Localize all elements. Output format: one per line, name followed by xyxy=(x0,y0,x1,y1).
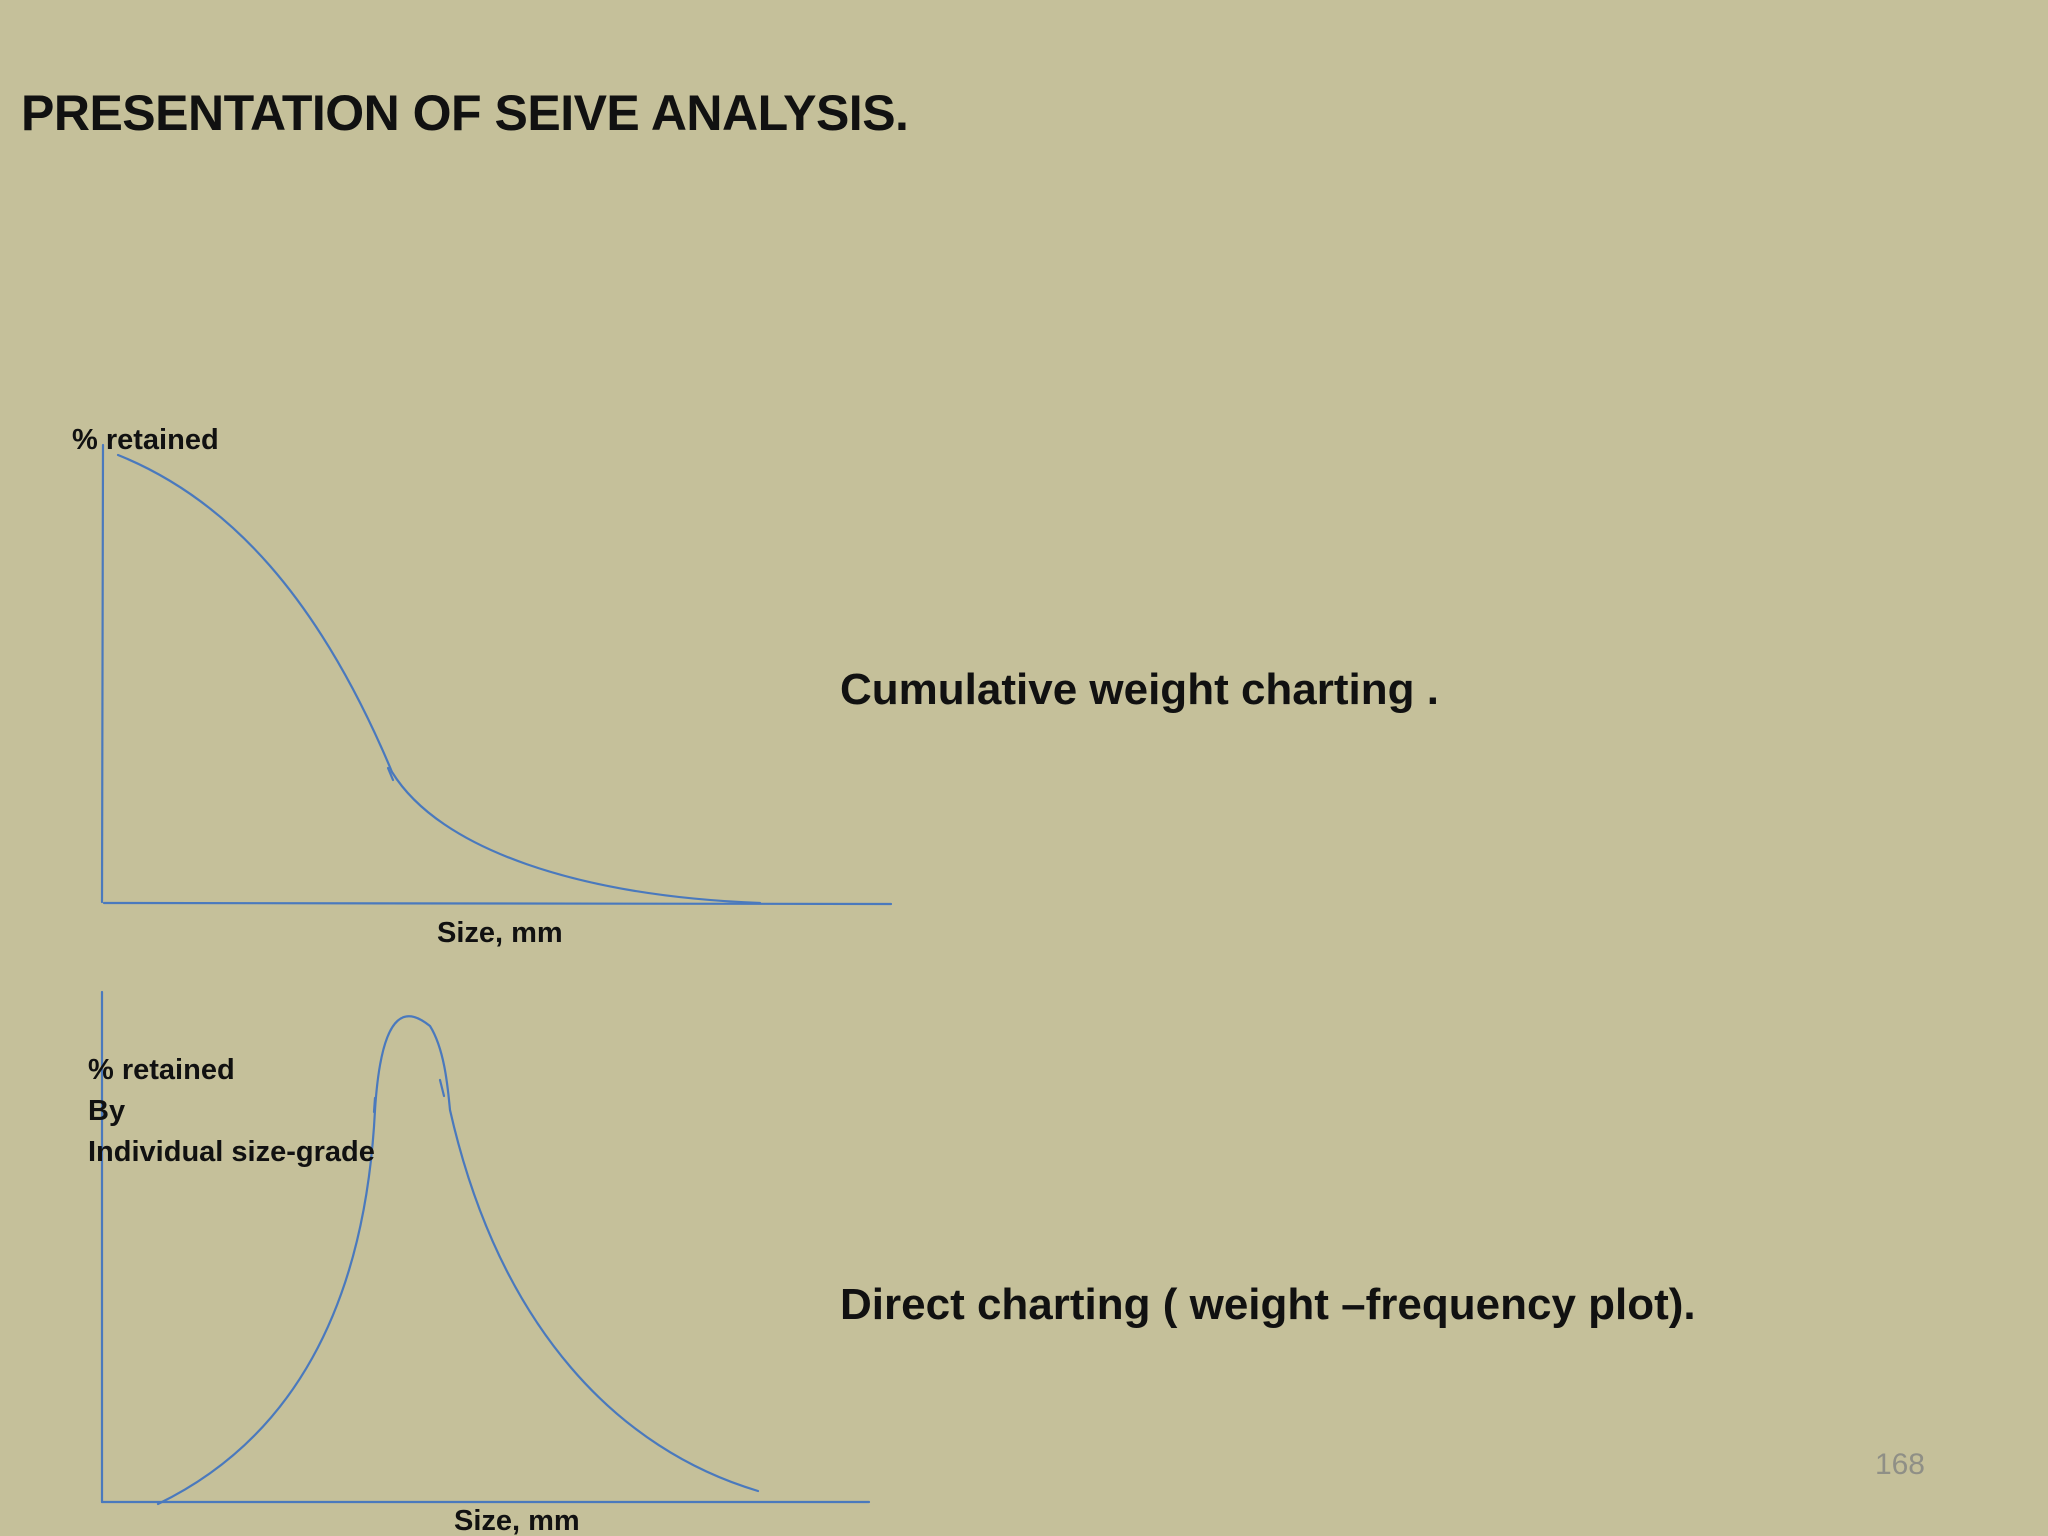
direct-x-axis-label: Size, mm xyxy=(454,1505,580,1536)
direct-caption: Direct charting ( weight –frequency plot… xyxy=(840,1280,1696,1329)
direct-diagram xyxy=(100,990,871,1506)
direct-curve-tick-left xyxy=(372,1096,377,1114)
direct-curve xyxy=(156,1015,760,1506)
cumulative-y-axis-label: % retained xyxy=(72,424,219,456)
direct-y-axis-label-line-2: By xyxy=(88,1095,126,1127)
cumulative-x-axis-label: Size, mm xyxy=(437,917,563,949)
cumulative-curve-tick xyxy=(386,766,395,782)
direct-y-axis-label-line-1: % retained xyxy=(88,1054,235,1086)
page-number: 168 xyxy=(1874,1448,1925,1481)
slide-title: PRESENTATION OF SEIVE ANALYSIS. xyxy=(21,85,909,141)
cumulative-caption: Cumulative weight charting . xyxy=(840,665,1439,714)
cumulative-y-axis xyxy=(100,443,105,904)
direct-y-axis-label-line-3: Individual size-grade xyxy=(88,1136,375,1168)
cumulative-curve xyxy=(116,453,762,905)
cumulative-diagram xyxy=(100,443,893,906)
cumulative-x-axis xyxy=(102,901,893,906)
direct-curve-tick-right xyxy=(438,1078,446,1098)
